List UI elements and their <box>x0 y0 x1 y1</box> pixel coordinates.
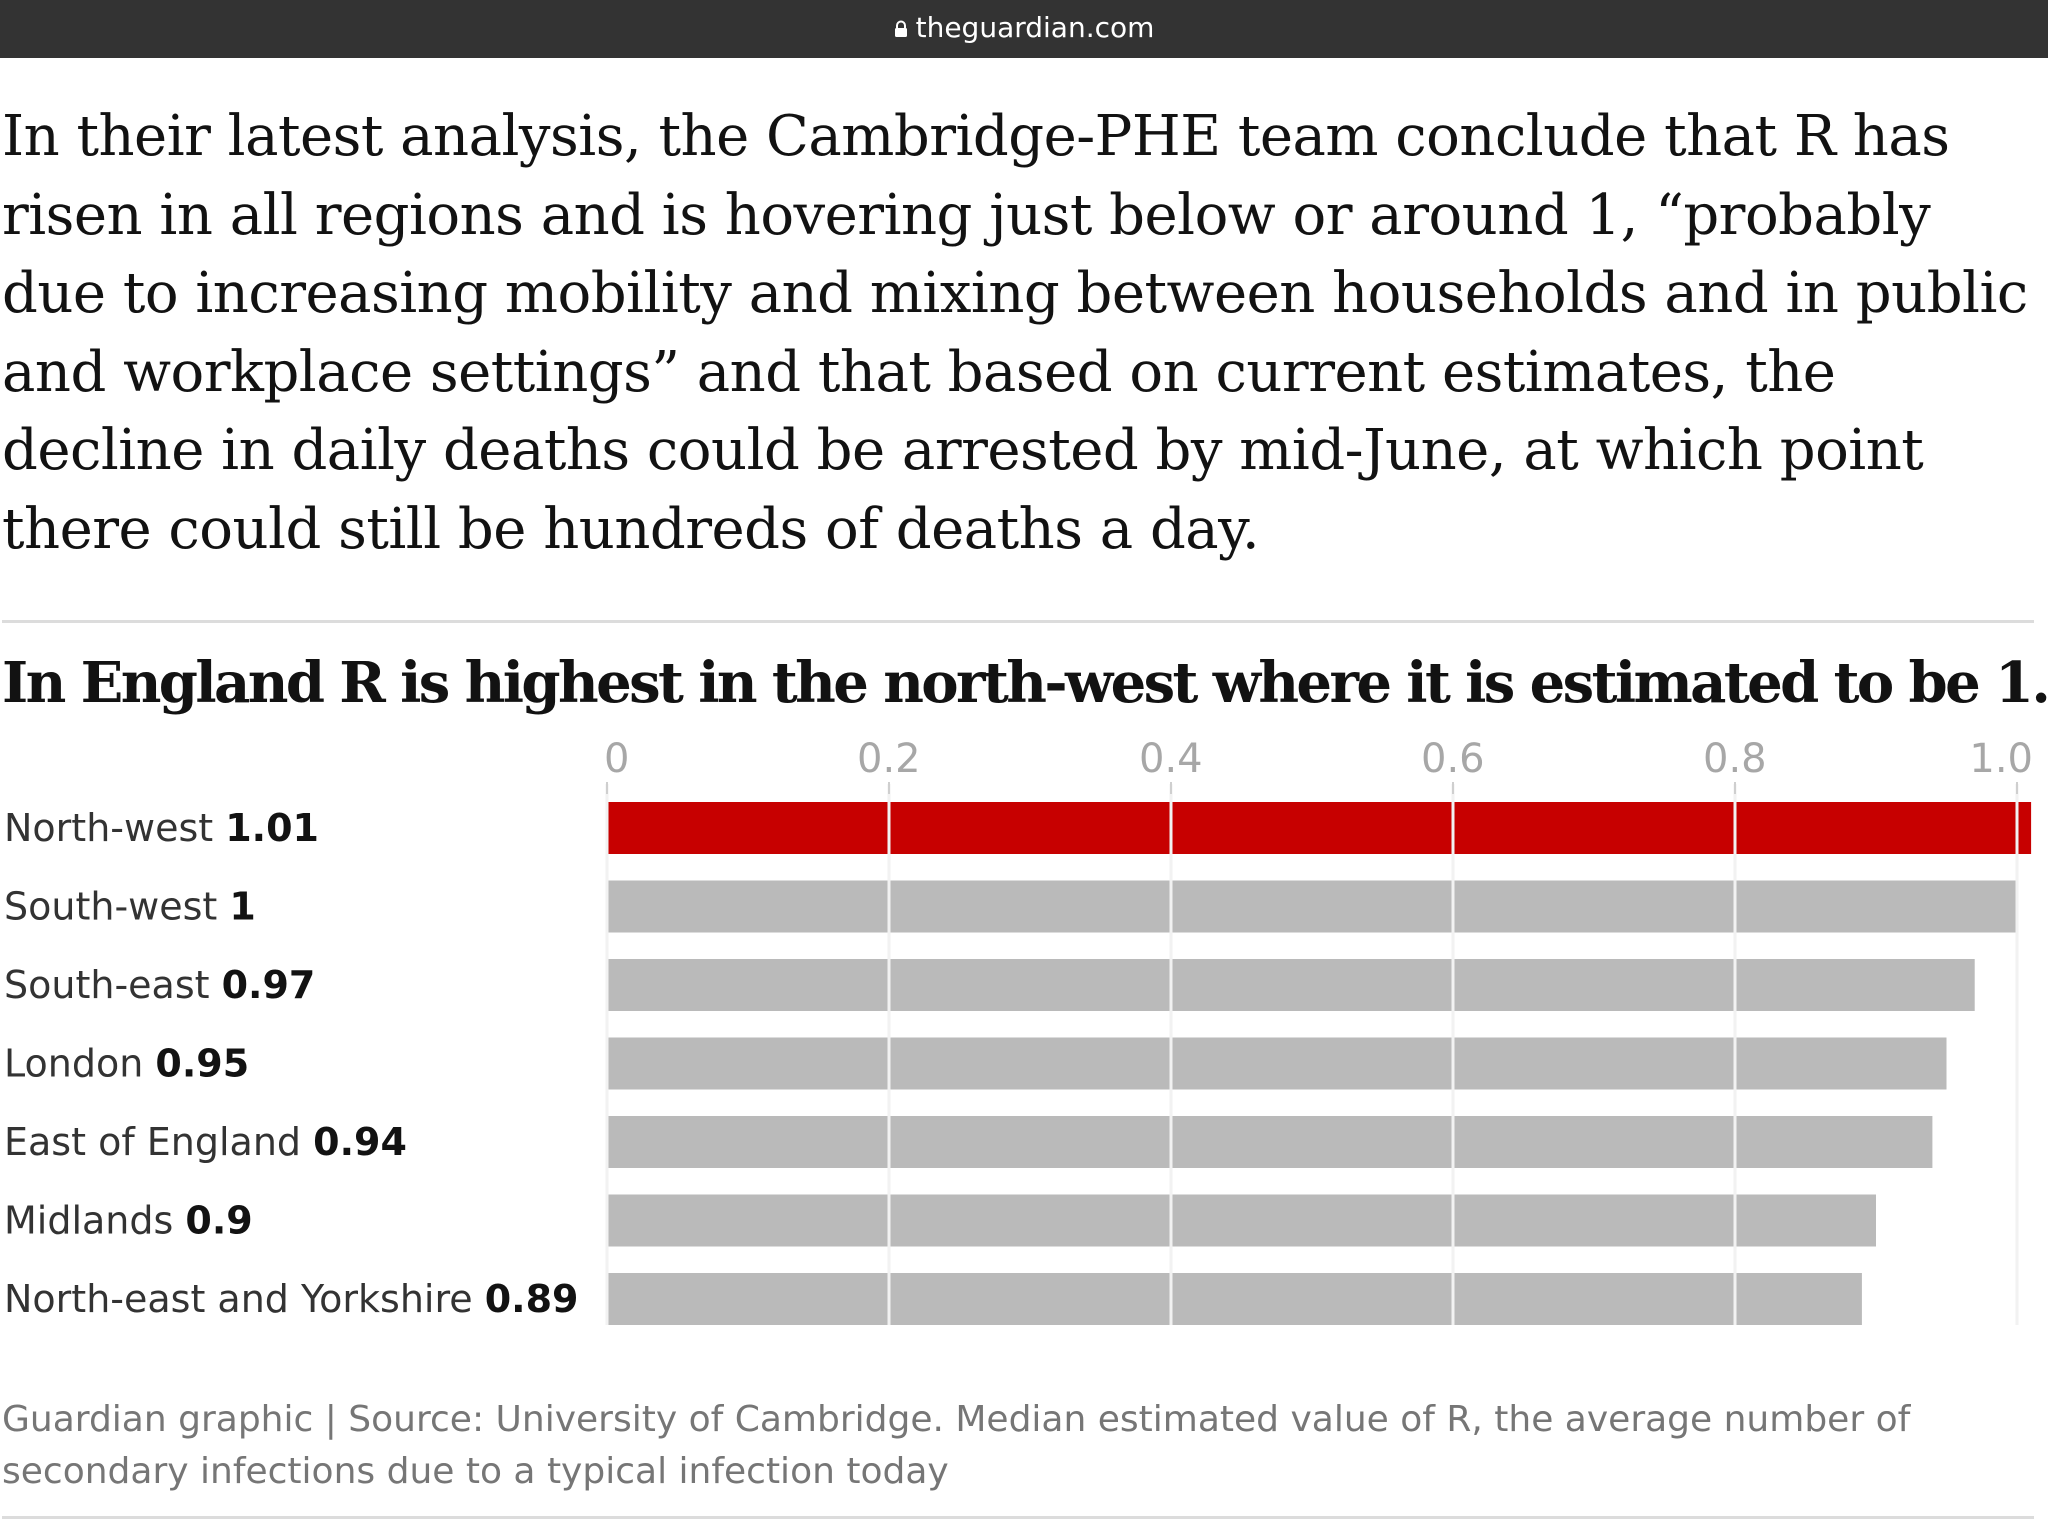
category-label: East of England 0.94 <box>4 1120 407 1164</box>
x-tick-labels: 0 0.2 0.4 0.6 0.8 1.0 <box>604 736 2033 782</box>
bar-east-of-england <box>607 1116 1933 1168</box>
x-tick-label: 1.0 <box>1969 736 2033 782</box>
chart-top-divider <box>2 620 2034 623</box>
article-paragraph: In their latest analysis, the Cambridge-… <box>2 104 2028 562</box>
bar-south-west <box>607 880 2017 933</box>
bars-group <box>607 802 2032 1325</box>
category-label: South-west 1 <box>4 885 256 929</box>
data-label: 1.01 <box>225 806 319 850</box>
address-url[interactable]: theguardian.com <box>0 8 2048 49</box>
chart-title: In England R is highest in the north-wes… <box>2 650 2048 716</box>
category-name: South-west <box>4 885 229 929</box>
x-tick-label: 0.2 <box>857 736 921 782</box>
bar-london <box>607 1037 1947 1090</box>
gridlines-group <box>605 782 2019 1325</box>
url-text: theguardian.com <box>915 11 1155 44</box>
data-label: 0.95 <box>155 1042 249 1086</box>
bar-north-east-and-yorkshire <box>607 1273 1862 1325</box>
x-tick-label: 0 <box>604 736 629 782</box>
bar-south-east <box>607 959 1975 1011</box>
chart-caption: Guardian graphic | Source: University of… <box>2 1399 1911 1492</box>
lock-icon <box>894 9 908 49</box>
bar-north-west <box>607 802 2032 854</box>
bar-midlands <box>607 1194 1876 1247</box>
category-name: North-east and Yorkshire <box>4 1277 485 1321</box>
category-name: North-west <box>4 806 225 850</box>
data-label: 0.94 <box>313 1120 407 1164</box>
category-label: North-east and Yorkshire 0.89 <box>4 1277 579 1321</box>
category-label: South-east 0.97 <box>4 963 315 1007</box>
data-label: 1 <box>229 885 255 929</box>
data-label: 0.89 <box>485 1277 579 1321</box>
category-name: London <box>4 1042 155 1086</box>
category-label: London 0.95 <box>4 1042 249 1086</box>
x-tick-label: 0.4 <box>1139 736 1203 782</box>
category-name: East of England <box>4 1120 313 1164</box>
browser-address-bar: theguardian.com <box>0 0 2048 58</box>
category-label: North-west 1.01 <box>4 806 319 850</box>
x-tick-label: 0.8 <box>1703 736 1767 782</box>
bar-chart: 0 0.2 0.4 0.6 0.8 1.0 North-west 1.01 South-wes… <box>4 736 2033 1325</box>
chart-bottom-divider <box>2 1516 2034 1519</box>
data-label: 0.97 <box>222 963 316 1007</box>
category-name: South-east <box>4 963 222 1007</box>
category-label: Midlands 0.9 <box>4 1199 253 1243</box>
x-tick-label: 0.6 <box>1421 736 1485 782</box>
data-label: 0.9 <box>185 1199 252 1243</box>
category-name: Midlands <box>4 1199 185 1243</box>
